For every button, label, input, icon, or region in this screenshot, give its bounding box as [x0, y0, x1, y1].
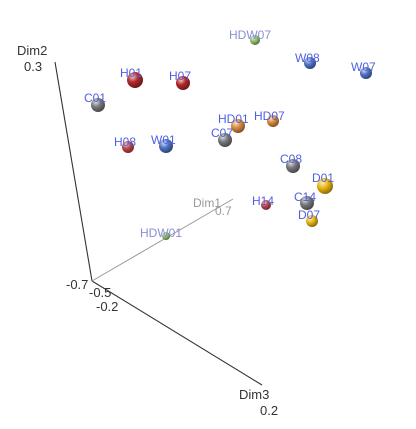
point-w08: [304, 57, 316, 69]
point-label-h14: H14: [252, 194, 274, 208]
point-label-c01: C01: [84, 91, 106, 105]
point-label-w08: W08: [295, 51, 320, 65]
dim1-axis-title: Dim1: [193, 196, 221, 210]
point-label-hd01: HD01: [218, 112, 249, 126]
dim1-axis-line: [91, 198, 234, 282]
point-c08: [286, 159, 300, 173]
point-label-w01: W01: [151, 133, 176, 147]
point-label-d01: D01: [312, 171, 334, 185]
point-c01: [91, 98, 105, 112]
dim3-tick-max: 0.2: [260, 403, 278, 418]
point-hdw07: [250, 35, 260, 45]
point-label-h01: H01: [120, 66, 142, 80]
point-label-hd07: HD07: [254, 109, 285, 123]
point-w01: [159, 139, 173, 153]
point-h01: [127, 72, 143, 88]
point-label-w07: W07: [351, 60, 376, 74]
point-label-c07: C07: [211, 126, 233, 140]
point-label-d07: D07: [298, 208, 320, 222]
point-label-hdw01: HDW01: [140, 226, 182, 240]
point-label-c14: C14: [294, 190, 316, 204]
point-label-h08: H08: [114, 135, 136, 149]
point-label-h07: H07: [169, 69, 191, 83]
points-layer: HDW07 W08 W07 H01 H07 C01 HD01 HD07 H08 W01 C07 C08…: [84, 28, 376, 240]
point-d07: [306, 215, 318, 227]
point-hd01: [231, 119, 245, 133]
dim3-tick-min: -0.2: [96, 299, 118, 314]
point-d01: [317, 178, 333, 194]
dim3-axis-line: [91, 280, 263, 386]
dim2-axis-title: Dim2: [17, 43, 47, 58]
point-c14: [300, 196, 314, 210]
point-hd07: [267, 115, 279, 127]
dim1-tick-max: 0.7: [215, 204, 232, 218]
point-w07: [360, 67, 372, 79]
point-label-c08: C08: [280, 152, 302, 166]
point-h14: [261, 200, 271, 210]
dim2-axis-line: [54, 61, 93, 282]
point-c07: [218, 133, 232, 147]
dim1-tick-min: -0.7: [66, 277, 88, 292]
point-h07: [176, 76, 190, 90]
dim3-axis-title: Dim3: [239, 387, 269, 402]
point-h08: [122, 141, 134, 153]
point-hdw01: [162, 232, 170, 240]
point-label-hdw07: HDW07: [229, 28, 271, 42]
dim2-tick-min: -0.5: [89, 285, 111, 300]
dim2-tick-max: 0.3: [24, 59, 42, 74]
